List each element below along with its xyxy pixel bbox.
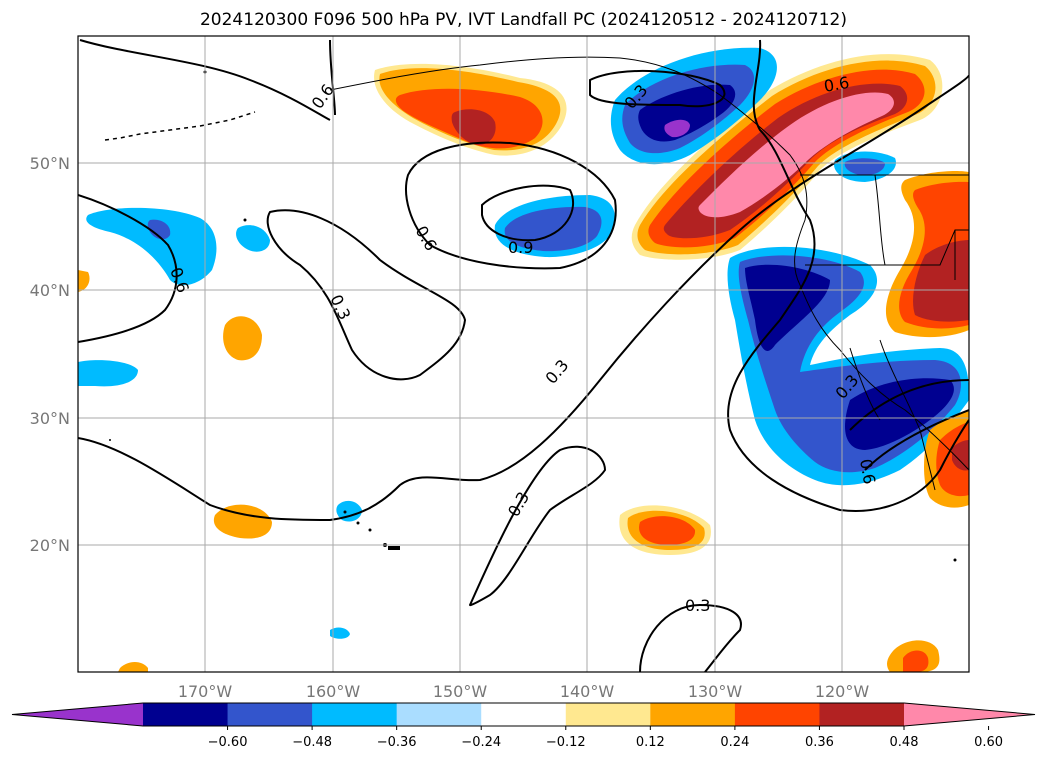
colorbar-outline (11, 702, 1036, 727)
colorbar-segment (734, 703, 820, 726)
colorbar-segment (565, 703, 651, 726)
colorbar-segment (312, 703, 398, 726)
lon-label: 130°W (688, 682, 743, 701)
colorbar-segment (396, 703, 482, 726)
map-title: 2024120300 F096 500 hPa PV, IVT Landfall… (199, 10, 847, 30)
colorbar-tick-label: 0.12 (636, 735, 665, 750)
contour-label: 0.6 (856, 457, 879, 485)
colorbar-tick-label: −0.12 (546, 735, 586, 750)
colorbar-segment (650, 703, 736, 726)
colorbar-segment (481, 703, 567, 726)
colorbar-extend-low (12, 703, 143, 726)
colorbar-tick-label: 0.60 (974, 735, 1003, 750)
colorbar-tick-label: 0.48 (890, 735, 919, 750)
negative-anomaly-west-pacific (86, 207, 270, 286)
colorbar-segment (819, 703, 905, 726)
colorbar-tick-label: −0.36 (377, 735, 417, 750)
colorbar-tick-label: −0.48 (292, 735, 332, 750)
map-frame (77, 35, 970, 673)
lon-label: 160°W (306, 682, 361, 701)
colorbar-segment (143, 703, 229, 726)
contour-label: 0.9 (508, 238, 533, 257)
lat-label: 20°N (30, 536, 70, 555)
lon-label: 170°W (178, 682, 233, 701)
colorbar-tick-label: 0.36 (805, 735, 834, 750)
lon-label: 140°W (560, 682, 615, 701)
colorbar-tick-label: −0.24 (461, 735, 501, 750)
lat-label: 30°N (30, 409, 70, 428)
gridlines (78, 36, 969, 672)
colorbar-tick-label: −0.60 (208, 735, 248, 750)
negative-anomaly-small (78, 360, 362, 639)
positive-anomaly-pacific-northwest (631, 54, 943, 260)
lon-label: 150°W (433, 682, 488, 701)
latitude-labels: 50°N 40°N 30°N 20°N (30, 154, 70, 555)
coastlines (329, 56, 969, 491)
lat-label: 50°N (30, 154, 70, 173)
contour-label: 0.3 (685, 596, 710, 615)
colorbar-segment (227, 703, 313, 726)
colorbar-tick-label: 0.24 (720, 735, 749, 750)
positive-anomaly-subtropics (78, 270, 940, 672)
positive-anomaly-gulf-alaska (374, 63, 567, 156)
lat-label: 40°N (30, 281, 70, 300)
contour-label: 0.6 (822, 73, 850, 96)
colorbar-extend-high (904, 703, 1035, 726)
longitude-labels: 170°W 160°W 150°W 140°W 130°W 120°W (178, 682, 870, 701)
lon-label: 120°W (815, 682, 870, 701)
colorbar: −0.60 −0.48 −0.36 −0.24 −0.12 0.12 0.24 0.36 0.4… (11, 702, 1036, 750)
